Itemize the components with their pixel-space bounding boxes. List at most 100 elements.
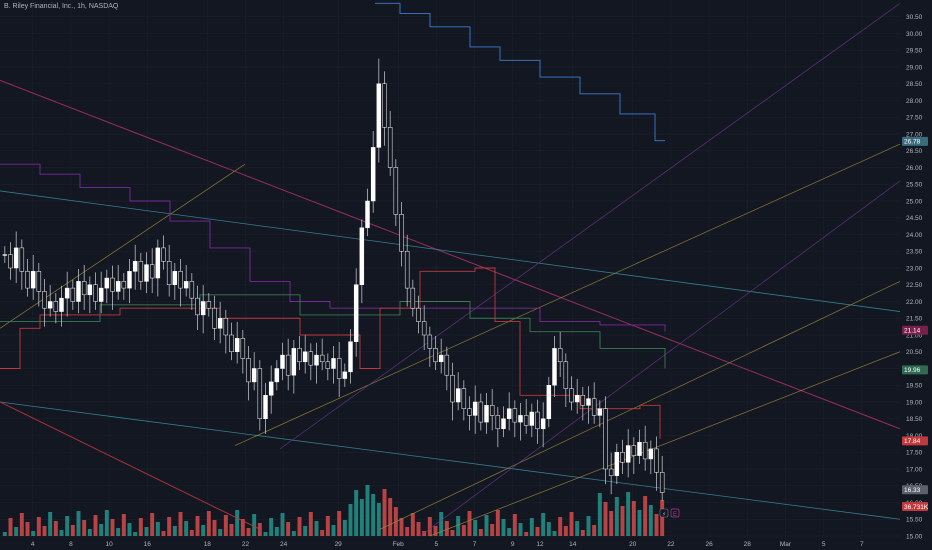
volume-bar (507, 528, 512, 536)
candle-body (370, 147, 376, 202)
y-tick-label: 17.00 (906, 466, 923, 473)
volume-bar (484, 515, 489, 536)
candle-body (574, 395, 580, 403)
y-tick-label: 22.50 (906, 282, 923, 289)
candle-body (251, 368, 257, 383)
volume-bar (552, 531, 557, 536)
volume-bar (609, 511, 614, 536)
volume-bar (314, 521, 319, 536)
candle-body (535, 411, 540, 430)
x-tick-label: 22 (242, 541, 250, 548)
volume-bar (325, 516, 330, 536)
candle-body (98, 287, 104, 302)
candle-body (376, 83, 382, 148)
candle-body (495, 415, 501, 430)
candle-body (393, 167, 399, 215)
y-tick-label: 15.00 (906, 533, 923, 540)
candle-body (336, 358, 342, 379)
candle-body (512, 408, 518, 423)
y-tick-label: 23.50 (906, 249, 923, 256)
y-tick-label: 26.50 (906, 148, 923, 155)
volume-bar (291, 531, 296, 536)
candle-body (257, 368, 263, 419)
candle-body (19, 247, 25, 272)
flash-icon[interactable] (659, 508, 669, 518)
volume-bar (36, 517, 41, 536)
x-tick-label: 10 (105, 541, 113, 548)
candle-body (121, 281, 127, 289)
candle-body (552, 348, 557, 386)
candle-body (314, 354, 319, 366)
candle-body (30, 271, 36, 289)
candle-body (603, 408, 608, 470)
candle-body (297, 348, 302, 363)
candle-body (557, 348, 563, 363)
volume-bar (524, 532, 529, 536)
volume-bar (150, 513, 155, 536)
candle-body (59, 297, 64, 312)
volume-bar (76, 511, 81, 536)
volume-bar (637, 510, 642, 536)
volume-bar (116, 528, 121, 536)
candle-body (110, 277, 115, 292)
candle-body (540, 418, 546, 430)
purple-step-line (0, 163, 666, 332)
volume-bar (365, 485, 370, 536)
x-tick-label: 4 (31, 541, 35, 548)
candle-body (200, 301, 206, 316)
candle-body (365, 200, 370, 229)
channel-line (279, 3, 901, 450)
volume-bar (518, 523, 523, 536)
volume-bar (297, 517, 302, 536)
candle-body (138, 261, 144, 282)
volume-bar (444, 521, 449, 536)
time-axis[interactable]: 4 8 10 16 18 22 24 29 Feb 5 7 9 12 14 20 22 26 28 Mar 5 7 (31, 541, 864, 548)
candle-body (399, 214, 404, 252)
candle-body (189, 281, 195, 299)
trendline (0, 401, 901, 520)
volume-bar (8, 518, 13, 536)
volume-bar (501, 519, 506, 536)
candle-body (178, 271, 183, 289)
volume-bar (405, 527, 410, 536)
candle-body (467, 408, 472, 416)
candle-body (104, 277, 110, 289)
candle-body (268, 381, 274, 396)
candle-body (229, 334, 234, 352)
volume-bar (563, 526, 568, 536)
candle-body (608, 468, 614, 476)
event-buttons[interactable]: ⚡ E (659, 508, 680, 518)
volume-bar (65, 516, 70, 536)
volume-bar (592, 525, 597, 536)
candle-body (13, 247, 19, 269)
candle-body (342, 371, 348, 379)
volume-bar (2, 532, 7, 536)
x-tick-label: 26 (705, 541, 713, 548)
volume-bar (53, 521, 58, 536)
earnings-icon[interactable] (670, 508, 680, 518)
candle-body (631, 445, 637, 456)
y-tick-label: 24.00 (906, 232, 923, 239)
candle-body (444, 354, 450, 376)
x-tick-label: 7 (860, 541, 864, 548)
volume-bar (461, 525, 466, 536)
y-tick-label: 30.00 (906, 31, 923, 38)
y-tick-label: 24.50 (906, 215, 923, 222)
candle-body (563, 361, 569, 389)
price-badge-label: 36.731K (904, 504, 929, 511)
y-tick-label: 27.50 (906, 115, 923, 122)
price-axis[interactable]: 15.0015.5016.0016.5017.0017.5018.0018.50… (906, 14, 923, 540)
y-tick-label: 21.00 (906, 332, 923, 339)
candle-body (8, 254, 13, 269)
volume-bar (252, 514, 257, 536)
y-tick-label: 22.00 (906, 299, 923, 306)
volume-bar (643, 496, 648, 536)
volume-bar (31, 531, 36, 536)
y-tick-label: 28.50 (906, 81, 923, 88)
candle-body (144, 264, 149, 282)
volume-bar (399, 518, 404, 536)
volume-bar (286, 522, 291, 536)
volume-bar (121, 514, 126, 536)
candle-body (76, 281, 81, 302)
